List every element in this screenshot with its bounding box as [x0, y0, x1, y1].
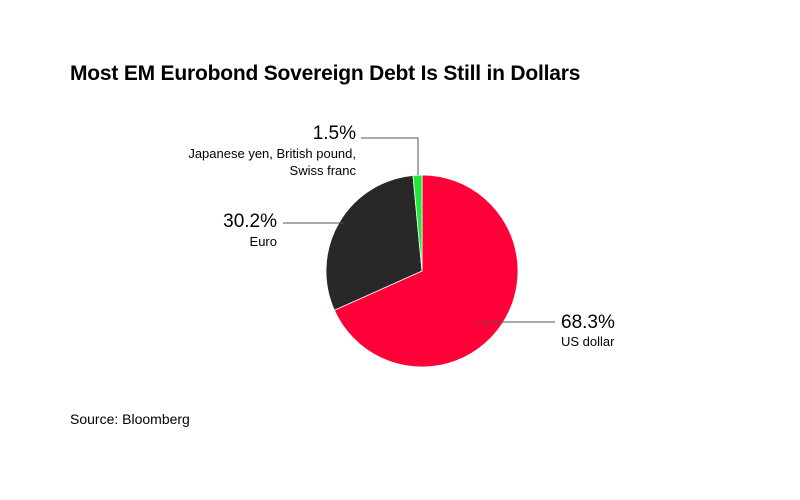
pie-slice-other: [412, 174, 423, 272]
pie-slices: [325, 174, 519, 368]
slice-percent-us-dollar: 68.3%: [561, 312, 615, 333]
slice-label-other-line2: Swiss franc: [290, 163, 357, 178]
slice-label-us-dollar: US dollar: [561, 334, 615, 349]
slice-percent-euro: 30.2%: [223, 211, 277, 232]
slice-percent-other: 1.5%: [313, 123, 356, 144]
slice-label-euro: Euro: [250, 234, 277, 249]
pie-slice-us-dollar: [333, 174, 519, 368]
slice-label-other-line1: Japanese yen, British pound,: [188, 146, 356, 161]
leader-lines: [283, 137, 555, 323]
chart-title: Most EM Eurobond Sovereign Debt Is Still…: [70, 62, 581, 85]
source-note: Source: Bloomberg: [70, 411, 190, 427]
leader-line-other: [361, 137, 419, 175]
slice-labels: 68.3% US dollar 30.2% Euro 1.5% Japanese…: [188, 123, 615, 349]
